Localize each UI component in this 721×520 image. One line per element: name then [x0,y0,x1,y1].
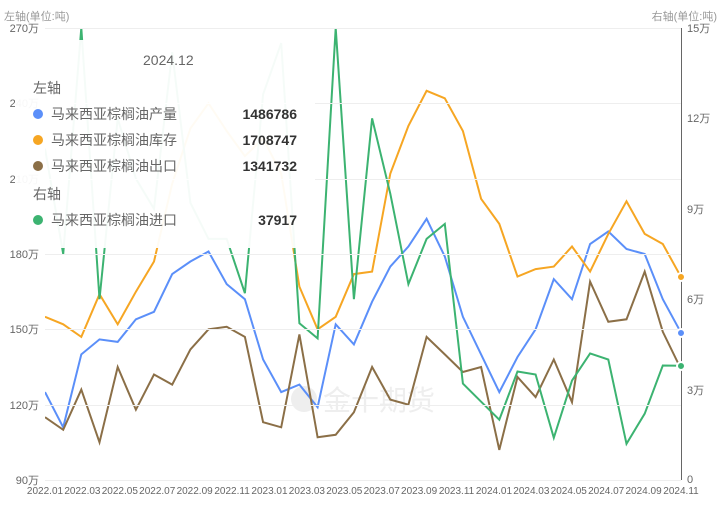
gridline [45,329,681,330]
y-tick-right: 3万 [681,382,704,398]
legend-value: 1341732 [242,158,297,174]
series-line-production[interactable] [45,219,681,427]
legend-value: 1486786 [242,106,297,122]
x-tick: 2023.01 [251,480,287,497]
gridline [45,254,681,255]
tooltip: 2024.12 左轴 马来西亚棕榈油产量 1486786 马来西亚棕榈油库存 1708… [15,40,315,248]
x-tick: 2024.01 [476,480,512,497]
legend-name: 马来西亚棕榈油进口 [51,210,177,230]
line-chart: 左轴(单位:吨) 右轴(单位:吨) 金十期货 90万120万150万180万21… [0,0,721,520]
tooltip-left-row: 马来西亚棕榈油出口 1341732 [33,156,297,176]
x-tick: 2024.09 [626,480,662,497]
y-tick-left: 180万 [10,246,45,262]
end-marker [676,361,686,371]
tooltip-left-label: 左轴 [33,78,297,98]
legend-marker [33,161,43,171]
gridline [45,28,681,29]
end-marker [676,328,686,338]
y-tick-right: 6万 [681,291,704,307]
x-tick: 2022.03 [64,480,100,497]
tooltip-right-row: 马来西亚棕榈油进口 37917 [33,210,297,230]
x-tick: 2023.03 [289,480,325,497]
x-tick: 2023.11 [439,480,474,497]
legend-name: 马来西亚棕榈油出口 [51,156,177,176]
y-tick-left: 120万 [10,397,45,413]
hover-vline [681,28,682,480]
y-tick-right: 9万 [681,201,704,217]
x-tick: 2024.07 [588,480,624,497]
tooltip-title: 2024.12 [33,52,297,68]
legend-value: 37917 [258,212,297,228]
x-tick: 2023.07 [364,480,400,497]
x-tick: 2024.03 [513,480,549,497]
x-tick: 2024.11 [663,480,698,497]
x-tick: 2022.05 [102,480,138,497]
legend-value: 1708747 [242,132,297,148]
legend-marker [33,109,43,119]
y-tick-left: 150万 [10,321,45,337]
x-tick: 2022.07 [139,480,175,497]
tooltip-left-row: 马来西亚棕榈油产量 1486786 [33,104,297,124]
x-tick: 2022.01 [27,480,63,497]
y-tick-right: 15万 [681,20,710,36]
x-tick: 2023.05 [326,480,362,497]
legend-name: 马来西亚棕榈油产量 [51,104,177,124]
legend-marker [33,135,43,145]
legend-name: 马来西亚棕榈油库存 [51,130,177,150]
tooltip-right-label: 右轴 [33,184,297,204]
y-tick-left: 270万 [10,20,45,36]
end-marker [676,272,686,282]
x-tick: 2022.11 [214,480,249,497]
tooltip-left-row: 马来西亚棕榈油库存 1708747 [33,130,297,150]
y-tick-right: 12万 [681,110,710,126]
x-tick: 2024.05 [551,480,587,497]
legend-marker [33,215,43,225]
x-tick: 2022.09 [177,480,213,497]
x-tick: 2023.09 [401,480,437,497]
gridline [45,405,681,406]
